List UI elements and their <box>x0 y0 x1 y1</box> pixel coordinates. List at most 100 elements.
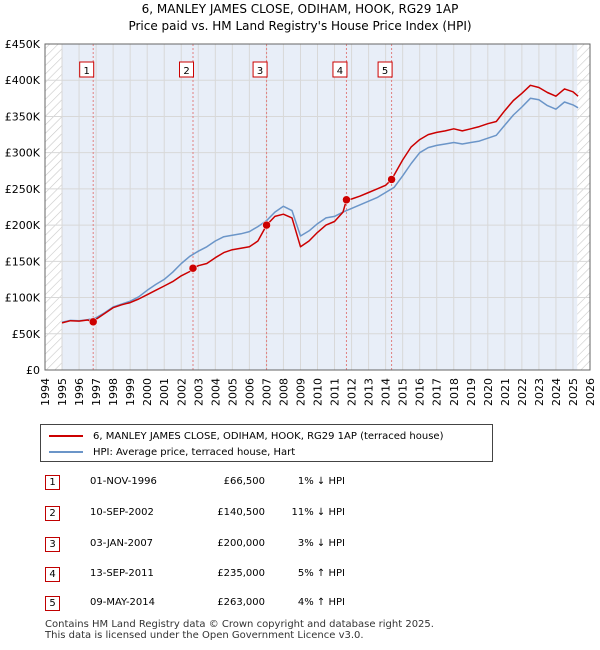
x-tick-label: 2012 <box>346 378 359 406</box>
no-data-hatch <box>577 44 590 370</box>
property-series-line <box>61 84 579 324</box>
sale-label-border <box>377 61 393 78</box>
sale-label-border <box>179 61 195 78</box>
sale-date: 09-MAY-2014 <box>90 597 156 608</box>
sale-number-badge: 1 <box>45 475 60 490</box>
y-tick-label: £0 <box>26 364 40 377</box>
sale-label-border <box>332 61 348 78</box>
x-tick-label: 2023 <box>533 378 546 406</box>
y-tick-label: £400K <box>5 74 41 87</box>
sale-date: 01-NOV-1996 <box>90 476 157 487</box>
x-tick-label: 2004 <box>209 378 222 406</box>
sale-date: 03-JAN-2007 <box>90 538 154 549</box>
x-tick-label: 1994 <box>39 378 52 406</box>
x-tick-label: 2009 <box>294 378 307 406</box>
x-tick-label: 1995 <box>56 378 69 406</box>
y-tick-label: £50K <box>12 328 41 341</box>
sale-label-number: 3 <box>257 66 263 77</box>
copyright-notice: Contains HM Land Registry data © Crown c… <box>45 619 434 630</box>
sale-label-border <box>79 61 95 78</box>
legend: 6, MANLEY JAMES CLOSE, ODIHAM, HOOK, RG2… <box>40 424 493 462</box>
sale-label-box: 1 <box>79 61 95 78</box>
sale-label-number: 1 <box>84 66 90 77</box>
sale-price: £140,500 <box>217 507 265 518</box>
x-tick-label: 1996 <box>73 378 86 406</box>
legend-item-hpi: HPI: Average price, terraced house, Hart <box>49 444 295 460</box>
x-tick-label: 2017 <box>431 378 444 406</box>
sale-point <box>342 195 351 205</box>
sale-label-number: 4 <box>337 66 343 77</box>
x-tick-label: 2011 <box>329 378 342 406</box>
sale-number-badge: 2 <box>45 506 60 521</box>
hpi-series-line <box>61 97 579 323</box>
x-tick-label: 1999 <box>124 378 137 406</box>
y-tick-label: £450K <box>5 38 41 51</box>
x-tick-label: 2006 <box>243 378 256 406</box>
sale-hpi-diff: 4% ↑ HPI <box>297 597 345 608</box>
price-chart: £0 £50K £100K £150K £200K £250K £300K £350K £400… <box>5 38 597 406</box>
x-tick-label: 2015 <box>397 378 410 406</box>
sale-hpi-diff: 5% ↑ HPI <box>297 568 345 579</box>
y-tick-label: £150K <box>5 255 41 268</box>
x-tick-label: 2025 <box>567 378 580 406</box>
sale-point <box>387 175 396 184</box>
legend-item-property: 6, MANLEY JAMES CLOSE, ODIHAM, HOOK, RG2… <box>49 428 443 444</box>
sale-number-badge: 5 <box>45 596 60 611</box>
x-tick-label: 2000 <box>141 378 154 406</box>
y-tick-label: £200K <box>5 219 41 232</box>
sale-price: £66,500 <box>223 476 265 487</box>
x-tick-label: 2002 <box>175 378 188 406</box>
x-tick-label: 2007 <box>260 378 273 406</box>
chart-title: 6, MANLEY JAMES CLOSE, ODIHAM, HOOK, RG2… <box>141 2 459 16</box>
sale-date: 10-SEP-2002 <box>90 507 154 518</box>
sale-label-border <box>252 61 268 78</box>
sale-label-box: 2 <box>179 61 195 78</box>
sale-point <box>88 317 98 327</box>
x-tick-label: 2026 <box>584 378 597 406</box>
x-tick-label: 2005 <box>226 378 239 406</box>
sale-point <box>262 220 271 230</box>
sale-date: 13-SEP-2011 <box>90 568 154 579</box>
y-tick-label: £300K <box>5 147 41 160</box>
sale-hpi-diff: 1% ↓ HPI <box>297 476 345 487</box>
x-tick-label: 2010 <box>312 378 325 406</box>
x-tick-label: 2003 <box>192 378 205 406</box>
sale-price: £235,000 <box>217 568 265 579</box>
sale-label-number: 5 <box>382 66 388 77</box>
sale-number-badge: 4 <box>45 567 60 582</box>
sale-label-box: 3 <box>252 61 268 78</box>
sale-label-number: 2 <box>183 66 189 77</box>
x-tick-label: 2018 <box>448 378 461 406</box>
sale-hpi-diff: 11% ↓ HPI <box>291 507 345 518</box>
x-tick-label: 2021 <box>499 378 512 406</box>
plot-border <box>44 43 591 371</box>
y-tick-label: £100K <box>5 292 41 305</box>
x-tick-label: 2024 <box>550 378 563 406</box>
x-tick-label: 1997 <box>90 378 103 406</box>
x-tick-label: 2020 <box>482 378 495 406</box>
sale-label-box: 4 <box>332 61 348 78</box>
x-tick-label: 2019 <box>465 378 478 406</box>
x-tick-label: 1998 <box>107 378 120 406</box>
sale-price: £200,000 <box>217 538 265 549</box>
x-tick-label: 2014 <box>380 378 393 406</box>
sale-price: £263,000 <box>217 597 265 608</box>
legend-label-hpi: HPI: Average price, terraced house, Hart <box>93 446 296 458</box>
x-tick-label: 2013 <box>363 378 376 406</box>
legend-swatch-hpi <box>49 451 83 453</box>
legend-label-property: 6, MANLEY JAMES CLOSE, ODIHAM, HOOK, RG2… <box>93 430 444 442</box>
sale-label-box: 5 <box>377 61 393 78</box>
sale-point <box>188 263 198 273</box>
x-tick-label: 2008 <box>277 378 290 406</box>
x-tick-label: 2016 <box>414 378 427 406</box>
no-data-hatch <box>45 44 63 370</box>
chart-subtitle: Price paid vs. HM Land Registry's House … <box>128 19 472 33</box>
y-tick-label: £350K <box>5 110 41 123</box>
sale-hpi-diff: 3% ↓ HPI <box>297 538 345 549</box>
x-tick-label: 2022 <box>516 378 529 406</box>
licence-notice: This data is licensed under the Open Gov… <box>45 630 364 641</box>
legend-swatch-property <box>49 435 83 437</box>
sale-number-badge: 3 <box>45 537 60 552</box>
x-tick-label: 2001 <box>158 378 171 406</box>
y-tick-label: £250K <box>5 183 41 196</box>
